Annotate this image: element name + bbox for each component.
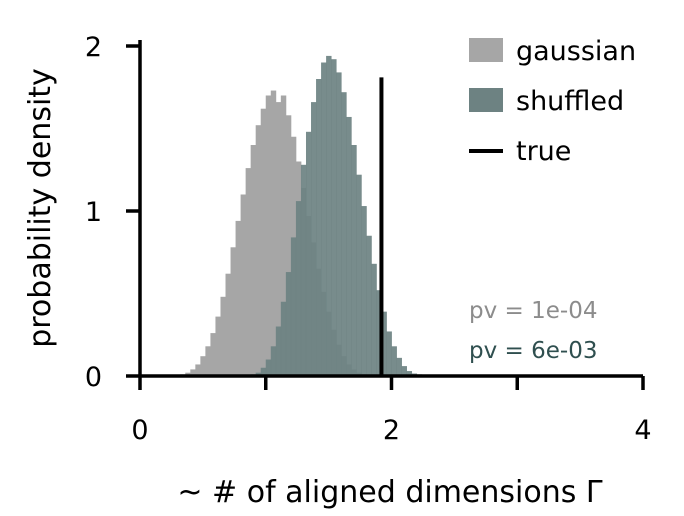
bar-shuffled bbox=[295, 201, 302, 376]
bar-shuffled bbox=[381, 311, 387, 376]
bar-shuffled bbox=[351, 145, 357, 376]
y-tick-label: 2 bbox=[85, 32, 102, 63]
x-tick-label: 2 bbox=[383, 415, 400, 446]
bar-shuffled bbox=[275, 326, 282, 376]
bar-gaussian bbox=[195, 364, 201, 376]
bar-gaussian bbox=[225, 273, 231, 376]
x-tick-label: 4 bbox=[634, 415, 651, 446]
bar-gaussian bbox=[210, 333, 216, 376]
legend-label-shuffled: shuffled bbox=[516, 86, 624, 117]
bar-shuffled bbox=[396, 357, 402, 376]
bar-shuffled bbox=[391, 346, 397, 376]
bar-gaussian bbox=[200, 356, 206, 376]
bar-shuffled bbox=[401, 366, 407, 376]
y-axis-label: probability density bbox=[23, 68, 58, 348]
bar-shuffled bbox=[386, 331, 392, 376]
legend-swatch-gaussian bbox=[469, 38, 503, 62]
x-axis-label: ~ # of aligned dimensions Γ bbox=[177, 475, 603, 510]
pvalue-annotation-gaussian: pv = 1e-04 bbox=[469, 298, 597, 324]
bar-gaussian bbox=[230, 247, 236, 376]
bar-gaussian bbox=[205, 346, 211, 376]
bar-shuffled bbox=[290, 237, 297, 376]
bar-gaussian bbox=[255, 125, 262, 376]
bar-shuffled bbox=[346, 116, 352, 376]
y-tick-label: 1 bbox=[85, 197, 102, 228]
bar-shuffled bbox=[326, 55, 332, 377]
bar-gaussian bbox=[240, 194, 247, 376]
bar-shuffled bbox=[311, 102, 317, 376]
histogram-bars bbox=[180, 55, 428, 377]
bar-shuffled bbox=[356, 174, 362, 376]
bar-gaussian bbox=[280, 95, 287, 376]
bar-gaussian bbox=[265, 95, 272, 376]
bar-shuffled bbox=[265, 359, 272, 376]
y-tick-label: 0 bbox=[85, 362, 102, 393]
bar-gaussian bbox=[245, 168, 252, 376]
legend: gaussian shuffled true bbox=[469, 36, 636, 167]
bar-shuffled bbox=[260, 367, 267, 376]
bar-shuffled bbox=[331, 59, 337, 376]
bar-gaussian bbox=[275, 102, 282, 376]
bar-shuffled bbox=[371, 263, 377, 376]
bar-shuffled bbox=[336, 72, 342, 377]
x-tick-label: 0 bbox=[131, 415, 148, 446]
bar-shuffled bbox=[300, 164, 307, 376]
bar-shuffled bbox=[270, 346, 277, 376]
legend-swatch-shuffled bbox=[469, 88, 503, 112]
bar-shuffled bbox=[321, 62, 327, 376]
bar-shuffled bbox=[406, 371, 413, 376]
bar-shuffled bbox=[280, 301, 287, 376]
bar-gaussian bbox=[250, 145, 257, 376]
legend-label-true: true bbox=[516, 136, 571, 167]
bar-gaussian bbox=[285, 115, 292, 377]
pvalue-annotation-shuffled: pv = 6e-03 bbox=[469, 338, 597, 364]
bar-shuffled bbox=[366, 235, 372, 376]
bar-gaussian bbox=[215, 316, 221, 376]
bar-gaussian bbox=[270, 90, 277, 377]
bar-gaussian bbox=[220, 296, 226, 376]
legend-label-gaussian: gaussian bbox=[516, 36, 636, 67]
bar-gaussian bbox=[235, 220, 241, 376]
axis-ticks: 0 2 4 0 1 2 bbox=[85, 32, 652, 446]
bar-shuffled bbox=[361, 206, 367, 376]
bar-gaussian bbox=[260, 108, 267, 376]
bar-shuffled bbox=[316, 79, 322, 376]
histogram-shuffled bbox=[250, 55, 428, 377]
bar-shuffled bbox=[376, 290, 382, 376]
bar-gaussian bbox=[190, 369, 196, 376]
bar-shuffled bbox=[285, 272, 292, 376]
bar-shuffled bbox=[305, 131, 312, 376]
bar-shuffled bbox=[341, 92, 347, 376]
